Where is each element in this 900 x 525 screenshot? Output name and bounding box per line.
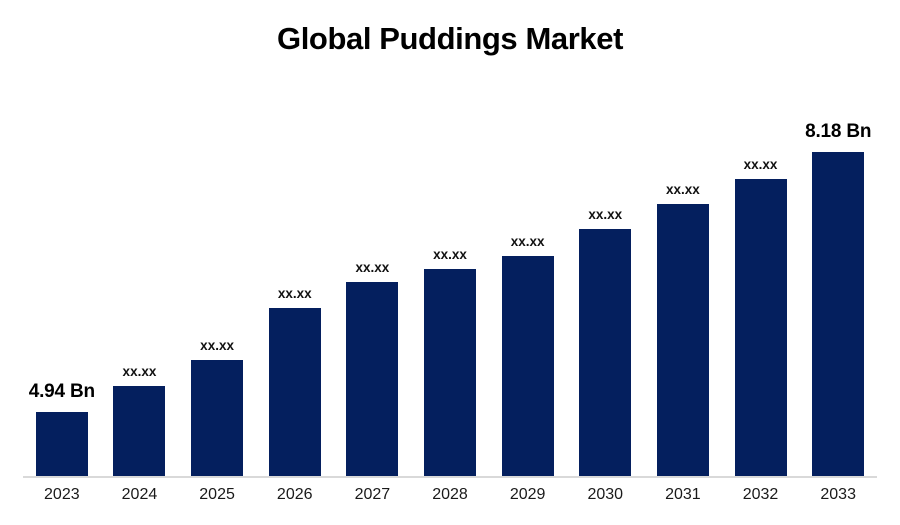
bar-value-label: xx.xx <box>588 207 623 223</box>
bar-2028 <box>424 269 476 476</box>
bar-value-label: xx.xx <box>277 286 312 302</box>
bar-2032 <box>734 179 787 476</box>
x-axis-label-2029: 2029 <box>509 486 546 503</box>
bar-2023 <box>35 412 88 476</box>
bar-value-label: xx.xx <box>510 234 545 250</box>
x-axis-label-2026: 2026 <box>276 486 313 503</box>
x-axis-label-2030: 2030 <box>587 486 624 503</box>
bar-value-label: xx.xx <box>666 182 700 198</box>
x-axis-label-2025: 2025 <box>199 486 235 503</box>
x-axis-label-2024: 2024 <box>121 486 158 503</box>
bar-2025 <box>191 360 244 476</box>
bar-2031 <box>656 204 709 476</box>
x-axis-line <box>23 476 877 478</box>
bar-value-label: xx.xx <box>355 260 390 276</box>
bar-2033 <box>812 152 865 476</box>
x-axis-label-2033: 2033 <box>820 486 856 503</box>
bar-value-label: xx.xx <box>433 247 467 263</box>
x-axis-label-2032: 2032 <box>742 486 779 503</box>
bar-value-label: xx.xx <box>122 364 157 380</box>
x-axis-label-2031: 2031 <box>665 486 701 503</box>
chart-title: Global Puddings Market <box>276 21 624 56</box>
bar-value-label: 4.94 Bn <box>28 381 95 403</box>
bar-2024 <box>113 386 166 476</box>
bar-2029 <box>501 256 554 476</box>
bar-value-label: xx.xx <box>200 338 234 354</box>
bar-value-label: xx.xx <box>743 157 778 173</box>
bar-value-label: 8.18 Bn <box>805 121 872 143</box>
bar-2026 <box>268 308 321 476</box>
bar-2027 <box>346 282 399 476</box>
bar-2030 <box>579 229 632 476</box>
x-axis-label-2023: 2023 <box>44 486 80 503</box>
x-axis-label-2027: 2027 <box>354 486 391 503</box>
x-axis-label-2028: 2028 <box>432 486 468 503</box>
